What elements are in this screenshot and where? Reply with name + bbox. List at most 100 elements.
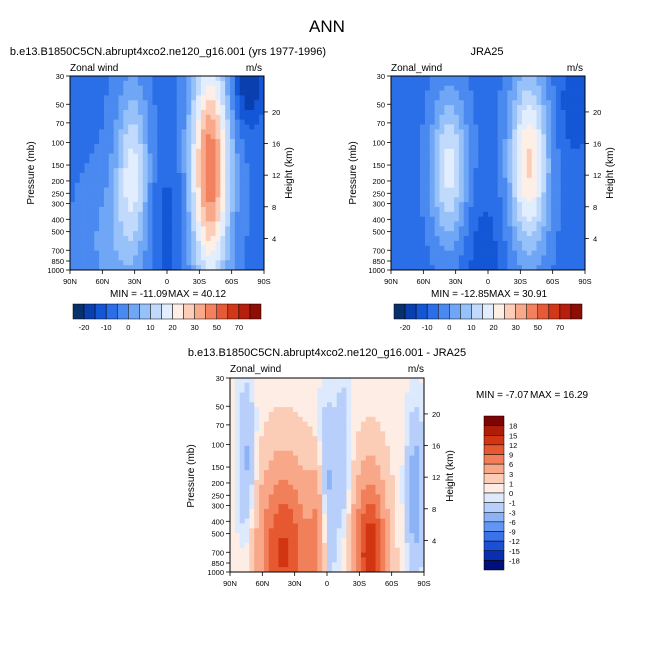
contour-cell: [142, 265, 148, 271]
contour-cell: [341, 508, 347, 515]
contour-cell: [351, 465, 357, 471]
contour-cell: [546, 236, 552, 242]
contour-cell: [497, 100, 503, 106]
contour-cell: [434, 173, 440, 179]
contour-cell: [434, 163, 440, 169]
contour-cell: [414, 416, 420, 422]
contour-cell: [488, 240, 494, 247]
contour-cell: [278, 382, 284, 389]
contour-cell: [302, 542, 308, 549]
contour-cell: [312, 484, 318, 490]
contour-cell: [410, 100, 416, 106]
contour-cell: [415, 226, 421, 232]
contour-cell: [322, 547, 328, 553]
contour-cell: [492, 187, 499, 193]
contour-cell: [128, 250, 134, 256]
contour-cell: [473, 80, 479, 87]
contour-cell: [103, 187, 110, 193]
contour-cell: [297, 562, 304, 568]
pressure-tick-label: 70: [216, 421, 224, 430]
contour-cell: [263, 455, 270, 461]
contour-cell: [497, 260, 503, 266]
lat-tick-label: 90S: [578, 277, 591, 286]
contour-cell: [409, 387, 415, 393]
contour-cell: [526, 265, 532, 271]
contour-cell: [488, 182, 494, 188]
contour-cell: [244, 513, 250, 519]
contour-cell: [521, 182, 528, 188]
contour-cell: [385, 460, 391, 466]
contour-cell: [123, 245, 129, 251]
contour-cell: [288, 426, 294, 432]
contour-cell: [391, 206, 397, 213]
contour-cell: [288, 387, 294, 393]
contour-cell: [488, 202, 494, 208]
contour-cell: [263, 407, 270, 413]
contour-cell: [210, 192, 216, 198]
contour-cell: [244, 523, 250, 529]
contour-cell: [133, 134, 139, 140]
contour-cell: [570, 173, 576, 179]
contour-cell: [531, 216, 537, 222]
contour-cell: [341, 547, 347, 553]
contour-cell: [468, 153, 474, 159]
contour-cell: [331, 411, 338, 418]
colorbar-swatch: [194, 303, 206, 320]
contour-cell: [420, 105, 426, 111]
contour-cell: [404, 460, 410, 466]
contour-cell: [79, 211, 85, 217]
contour-cell: [399, 431, 405, 437]
contour-cell: [391, 134, 397, 140]
contour-cell: [239, 392, 245, 398]
contour-cell: [463, 105, 469, 111]
contour-cell: [220, 95, 226, 101]
contour-cell: [74, 76, 81, 82]
contour-cell: [230, 411, 236, 418]
contour-cell: [473, 114, 479, 120]
contour-cell: [507, 197, 513, 203]
contour-cell: [142, 236, 148, 242]
contour-cell: [137, 139, 144, 145]
contour-cell: [254, 139, 260, 145]
contour-cell: [356, 513, 362, 519]
contour-cell: [399, 508, 405, 515]
contour-cell: [331, 518, 338, 524]
contour-cell: [205, 177, 211, 184]
contour-cell: [278, 426, 284, 432]
contour-cell: [99, 192, 105, 198]
contour-cell: [449, 114, 455, 120]
contour-cell: [147, 260, 153, 266]
contour-cell: [517, 153, 523, 159]
contour-cell: [118, 153, 124, 159]
contour-cell: [331, 513, 338, 519]
lat-tick-label: 90N: [384, 277, 398, 286]
contour-cell: [167, 202, 173, 208]
contour-cell: [244, 504, 250, 510]
contour-cell: [336, 450, 342, 456]
contour-cell: [391, 95, 397, 101]
contour-cell: [147, 231, 153, 237]
contour-cell: [420, 260, 426, 266]
contour-cell: [399, 470, 405, 476]
contour-cell: [128, 245, 134, 251]
contour-cell: [478, 114, 484, 120]
contour-cell: [380, 431, 386, 437]
contour-cell: [546, 105, 552, 111]
contour-cell: [483, 260, 489, 266]
contour-cell: [517, 168, 523, 174]
contour-cell: [444, 182, 450, 188]
contour-cell: [278, 465, 284, 471]
contour-cell: [94, 197, 100, 203]
contour-cell: [415, 143, 421, 150]
contour-cell: [249, 124, 255, 130]
contour-cell: [186, 250, 192, 256]
contour-cell: [181, 226, 187, 232]
contour-cell: [536, 240, 542, 247]
contour-cell: [419, 542, 425, 549]
contour-cell: [331, 504, 338, 510]
contour-cell: [128, 90, 134, 96]
contour-cell: [360, 523, 367, 529]
contour-cell: [391, 202, 397, 208]
contour-cell: [234, 460, 241, 466]
contour-cell: [171, 134, 178, 140]
